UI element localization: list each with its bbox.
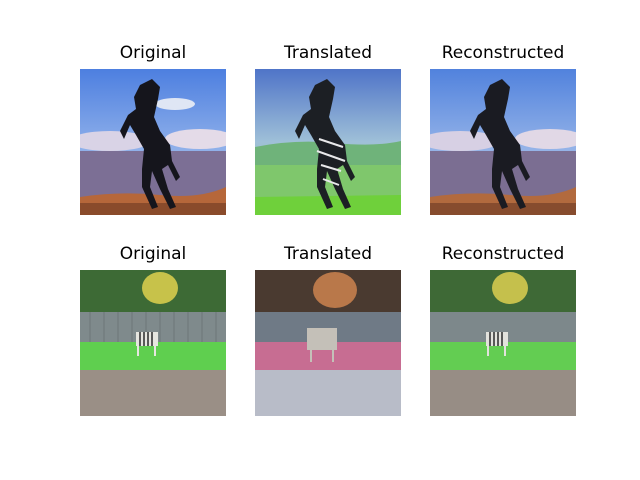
zebra-reconstructed-image — [430, 270, 576, 416]
panel-title: Original — [119, 244, 187, 264]
zebra-original-image — [80, 270, 226, 416]
horse-reconstructed-image — [430, 69, 576, 215]
panel-title: Reconstructed — [441, 43, 565, 63]
panel-title: Translated — [284, 43, 372, 63]
panel-title: Original — [119, 43, 187, 63]
zebra-translated-image — [255, 270, 401, 416]
horse-translated-image — [255, 69, 401, 215]
panel-title: Translated — [284, 244, 372, 264]
panel-title: Reconstructed — [441, 244, 565, 264]
horse-original-image — [80, 69, 226, 215]
